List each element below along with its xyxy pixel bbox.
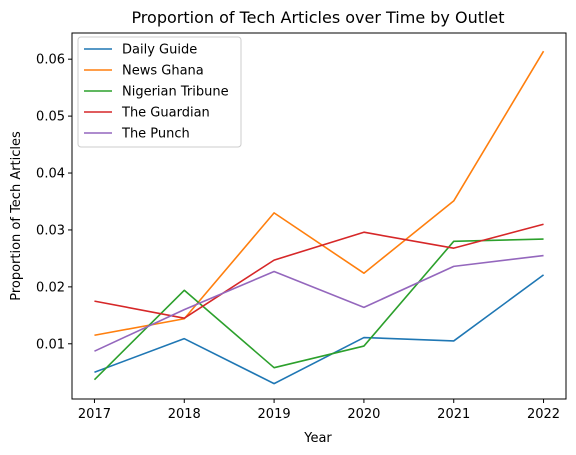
x-axis-title: Year bbox=[303, 431, 332, 446]
series-group bbox=[93, 50, 545, 385]
legend-label-the-guardian: The Guardian bbox=[121, 106, 210, 121]
series-line-nigerian-tribune bbox=[93, 238, 544, 381]
x-tick-label: 2020 bbox=[347, 407, 380, 422]
x-tick-label: 2018 bbox=[168, 407, 201, 422]
legend-label-the-punch: The Punch bbox=[121, 127, 190, 142]
y-tick-label: 0.03 bbox=[36, 223, 65, 238]
y-axis-title: Proportion of Tech Articles bbox=[9, 131, 24, 301]
y-tick-label: 0.05 bbox=[36, 110, 65, 125]
y-axis: 0.01 0.02 0.03 0.04 0.05 0.06 bbox=[36, 53, 72, 352]
legend: Daily Guide News Ghana Nigerian Tribune The… bbox=[77, 36, 242, 148]
x-tick-label: 2021 bbox=[437, 407, 470, 422]
chart-title: Proportion of Tech Articles over Time by… bbox=[131, 8, 504, 27]
x-tick-label: 2022 bbox=[527, 407, 560, 422]
legend-items: Daily Guide News Ghana Nigerian Tribune The… bbox=[84, 43, 229, 142]
y-tick-label: 0.01 bbox=[36, 337, 65, 352]
legend-label-nigerian-tribune: Nigerian Tribune bbox=[122, 85, 229, 100]
series-line-the-guardian bbox=[94, 223, 544, 319]
series-line-the-punch bbox=[94, 254, 544, 352]
plot-area bbox=[71, 32, 567, 400]
series-line-daily-guide bbox=[94, 274, 545, 385]
y-tick-label: 0.04 bbox=[36, 167, 65, 182]
legend-label-daily-guide: Daily Guide bbox=[122, 43, 197, 58]
x-tick-label: 2017 bbox=[78, 407, 111, 422]
y-tick-label: 0.06 bbox=[36, 53, 65, 68]
y-tick-label: 0.02 bbox=[36, 280, 65, 295]
x-tick-label: 2019 bbox=[258, 407, 291, 422]
legend-label-news-ghana: News Ghana bbox=[122, 64, 204, 79]
x-axis: 2017 2018 2019 2020 2021 2022 bbox=[78, 399, 560, 422]
legend-frame bbox=[77, 36, 242, 148]
plot-frame bbox=[71, 32, 567, 400]
series-line-news-ghana bbox=[94, 50, 545, 337]
